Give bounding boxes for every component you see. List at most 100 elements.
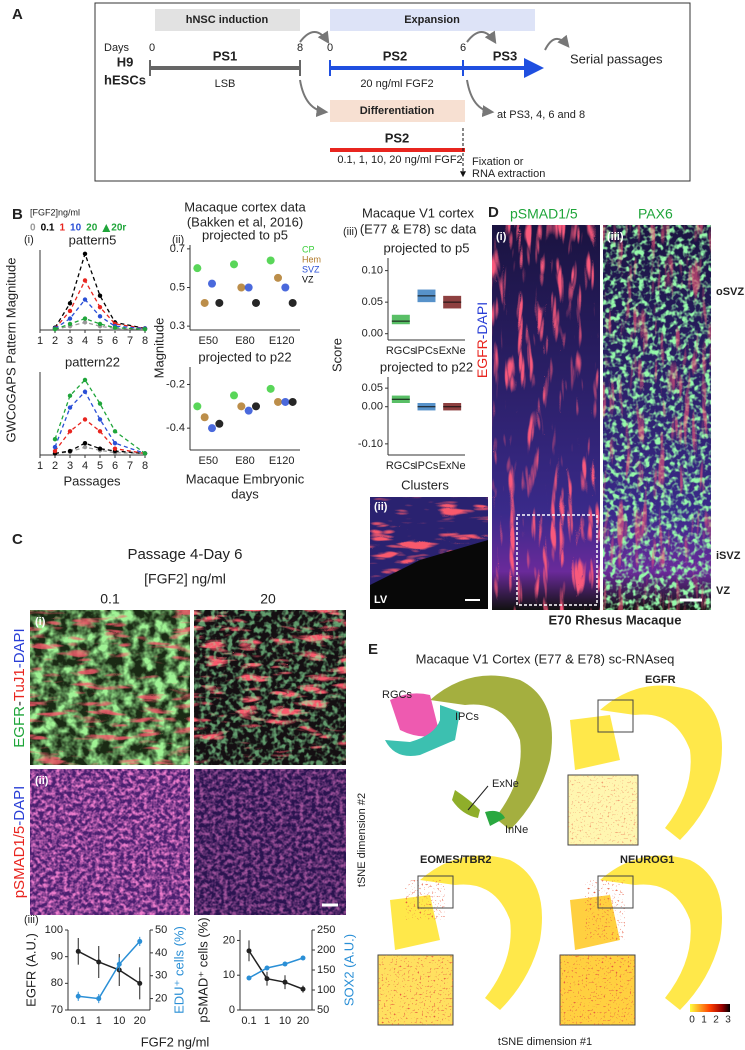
note: at PS3, 4, 6 and 8	[497, 109, 585, 121]
x-tick-label: 6	[112, 335, 118, 347]
point	[281, 283, 290, 292]
point	[97, 401, 103, 406]
point	[282, 961, 288, 967]
point	[75, 948, 81, 954]
passage: PS3	[493, 48, 518, 63]
point	[282, 979, 288, 985]
panel-c: C Passage 4-Day 6 [FGF2] ng/ml 0.1 20 (i…	[11, 531, 346, 1049]
sub-label: (iii)	[24, 914, 39, 926]
axis-title: FGF2 ng/ml	[141, 1034, 210, 1049]
legend-entry: CP	[302, 244, 315, 254]
panel-d: D pSMAD1/5 PAX6 (i) (ii) (iii) LV EGFR-D…	[370, 204, 744, 627]
point	[112, 429, 118, 434]
y-tick-label: 0.3	[170, 320, 185, 332]
y-tick-label: 20	[223, 934, 235, 946]
passage: PS2	[383, 48, 408, 63]
legend-entry: 0.1	[41, 223, 55, 234]
point	[82, 251, 88, 257]
point	[281, 397, 290, 406]
point	[67, 429, 73, 434]
point	[82, 444, 88, 450]
stage-box	[330, 9, 535, 31]
x-tick-label: 1	[264, 1015, 270, 1027]
point	[116, 961, 122, 967]
shape	[452, 790, 480, 818]
stain-label: EGFR-DAPI	[474, 302, 490, 378]
arrow	[299, 79, 329, 118]
x-tick-label: 1	[96, 1015, 102, 1027]
point	[200, 413, 209, 422]
point	[67, 448, 73, 454]
gene-label: EGFR	[645, 674, 676, 686]
y-tick-label: 100	[45, 924, 63, 936]
cluster-label: InNe	[505, 824, 528, 836]
y-tick-label: 0	[229, 1004, 235, 1016]
legend-entry: SVZ	[302, 264, 320, 274]
point	[67, 393, 73, 398]
rect	[597, 699, 634, 733]
stain: pSMAD1/5	[11, 826, 28, 899]
colorbar-tick: 1	[701, 1015, 707, 1026]
shape	[600, 855, 722, 1010]
x-tick-label: 3	[67, 335, 73, 347]
x-tick-label: E50	[199, 335, 219, 347]
point	[67, 316, 73, 321]
cluster-label: RGCs	[382, 689, 412, 701]
stain: EGFR	[474, 339, 490, 378]
axis-title: Magnitude	[151, 318, 166, 379]
x-tick-label: 5	[97, 335, 103, 347]
x-tick-label: 1	[37, 335, 43, 347]
rect	[405, 880, 445, 920]
x-tick-label: IPCs	[415, 345, 439, 357]
stain: -DAPI	[474, 302, 490, 339]
tsne-expression	[390, 685, 722, 1010]
title: Passage 4-Day 6	[127, 546, 242, 563]
point	[75, 993, 81, 999]
x-tick-label: E50	[199, 455, 219, 467]
point	[67, 308, 73, 314]
x-tick-label: 0.1	[241, 1015, 256, 1027]
arrow	[466, 30, 497, 45]
axis-title: Passages	[63, 473, 121, 488]
note: Fixation or	[472, 156, 524, 168]
cluster-label: IPCs	[455, 711, 479, 723]
x-tick-label: 4	[82, 460, 88, 472]
micrograph	[194, 610, 346, 765]
point	[52, 448, 58, 454]
point	[97, 293, 103, 298]
point	[200, 298, 209, 307]
y2-tick-label: 50	[317, 1004, 329, 1016]
point	[244, 283, 253, 292]
rect	[597, 875, 634, 909]
chart-title: (Bakken et al, 2016)	[187, 214, 303, 229]
axis-title: Score	[329, 338, 344, 372]
y2-axis-title: EDU⁺ cells (%)	[171, 926, 186, 1014]
legend-entry: 1	[59, 223, 65, 234]
chart-title: projected to p22	[198, 349, 291, 364]
point	[52, 444, 58, 450]
series-line	[54, 251, 146, 330]
panel-b: B [FGF2]ng/ml (i) GWCoGAPS Pattern Magni…	[3, 199, 477, 501]
point	[82, 297, 88, 302]
chart-title: projected to p22	[380, 359, 473, 374]
chart-title: projected to p5	[383, 240, 469, 255]
sub-label: (ii)	[374, 501, 388, 513]
y-tick-label: 0.05	[362, 382, 383, 394]
stage-label: Differentiation	[360, 105, 435, 117]
point	[52, 436, 58, 442]
chart-title: (E77 & E78) sc data	[360, 221, 477, 236]
arrow	[466, 79, 495, 118]
point	[82, 320, 88, 325]
shape	[430, 675, 552, 830]
legend-entry: 20	[86, 223, 98, 234]
chart-title: projected to p5	[202, 227, 288, 242]
micrograph	[492, 225, 600, 610]
point	[82, 377, 88, 383]
x-tick-label: 20	[297, 1015, 309, 1027]
cluster-label: ExNe	[492, 778, 519, 790]
sub-label: (iii)	[607, 231, 624, 243]
chart-title: Macaque cortex data	[184, 199, 306, 214]
y-tick-label: 0.00	[362, 328, 383, 340]
y-tick-label: 0.5	[170, 281, 185, 293]
sub-label: (ii)	[172, 234, 184, 246]
